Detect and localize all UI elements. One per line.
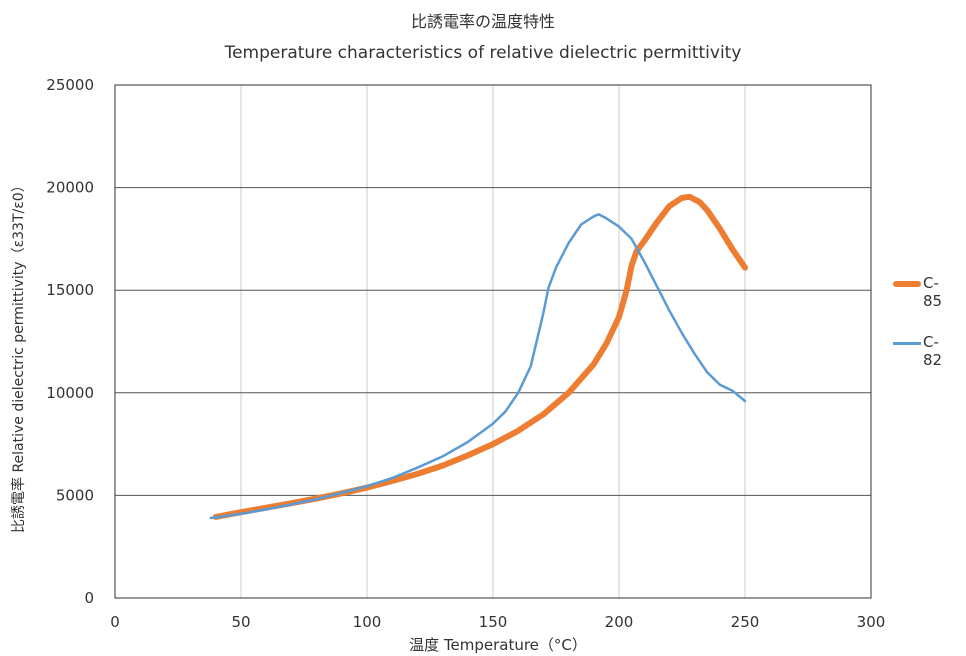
y-tick-label: 0 (84, 589, 94, 607)
y-tick-label: 10000 (46, 384, 94, 402)
x-tick-label: 100 (353, 613, 382, 631)
x-tick-label: 0 (110, 613, 120, 631)
x-tick-labels: 0 50 100 150 200 250 300 (110, 613, 885, 631)
x-axis-label: 温度 Temperature（°C） (409, 636, 587, 654)
x-tick-label: 200 (605, 613, 634, 631)
chart-subtitle: Temperature characteristics of relative … (224, 43, 742, 63)
series-lines (209, 193, 748, 520)
y-axis-label: 比誘電率 Relative dielectric permittivity（ε3… (11, 178, 27, 533)
plot-area-border (114, 84, 872, 599)
series-line-c85 (212, 193, 748, 520)
y-tick-label: 15000 (46, 281, 94, 299)
legend-swatch-c85 (893, 281, 921, 287)
x-tick-label: 250 (731, 613, 760, 631)
legend-label-c82: C-82 (923, 333, 943, 369)
horizontal-gridlines (115, 187, 871, 496)
y-tick-label: 20000 (46, 179, 94, 197)
y-tick-label: 5000 (56, 486, 94, 504)
y-tick-label: 25000 (46, 76, 94, 94)
x-tick-label: 150 (479, 613, 508, 631)
y-tick-labels: 0 5000 10000 15000 20000 25000 (46, 76, 94, 607)
legend-label-c85: C-85 (923, 274, 943, 310)
x-tick-label: 50 (231, 613, 250, 631)
series-line-c82 (209, 213, 747, 520)
chart-title: 比誘電率の温度特性 (410, 12, 555, 31)
x-tick-label: 300 (857, 613, 886, 631)
vertical-gridlines (240, 85, 746, 598)
legend-swatch-c82 (893, 342, 921, 345)
